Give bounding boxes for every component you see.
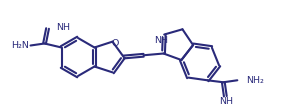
Text: NH: NH: [57, 23, 71, 32]
Text: NH₂: NH₂: [246, 76, 264, 85]
Text: O: O: [112, 39, 119, 48]
Text: H₂N: H₂N: [11, 41, 29, 50]
Text: NH: NH: [154, 36, 168, 45]
Text: NH: NH: [219, 97, 233, 106]
